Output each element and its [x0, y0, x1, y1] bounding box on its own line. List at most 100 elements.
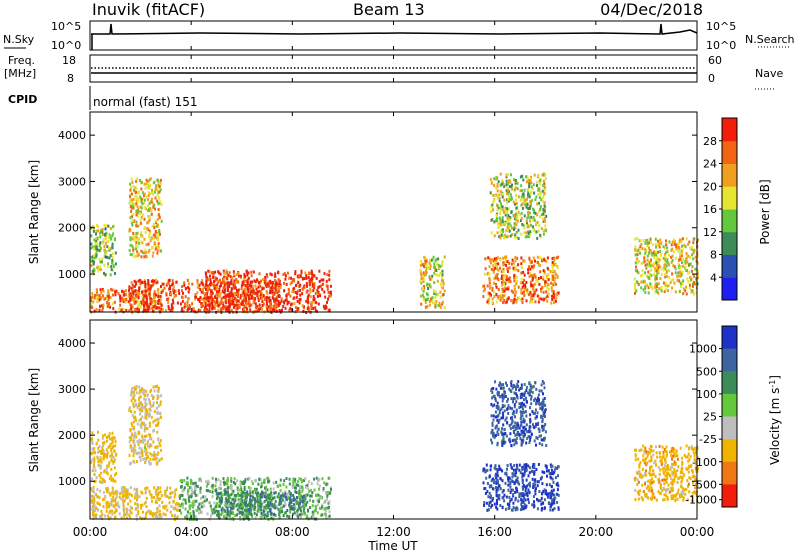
power-cell-7 [512, 200, 515, 204]
vel-cell-1 [294, 490, 297, 494]
power-cell-8 [681, 282, 684, 286]
power-cell-5 [433, 281, 436, 285]
power-cell-3 [104, 237, 107, 240]
power-cell-2 [232, 270, 235, 274]
power-cell-1 [191, 302, 194, 306]
vel-cell-1 [190, 481, 192, 485]
power-cell-0 [103, 297, 106, 301]
vel-cell-1 [286, 494, 289, 498]
power-cell-4 [140, 255, 143, 259]
power-cell-8 [692, 281, 695, 285]
power-cell-4 [131, 222, 134, 226]
vel-cell-1 [216, 513, 219, 517]
power-cell-4 [143, 237, 146, 241]
vel-cell-1 [223, 488, 226, 492]
vel-cell-2 [240, 511, 243, 514]
power-cell-1 [188, 287, 191, 291]
power-cell-2 [225, 307, 228, 311]
power-cell-8 [691, 246, 694, 249]
vel-cell-2 [278, 503, 281, 506]
power-cell-7 [539, 192, 542, 196]
vel-cell-1 [270, 516, 273, 520]
power-cell-5 [440, 282, 442, 286]
power-cell-8 [657, 266, 660, 270]
power-cell-8 [648, 273, 651, 277]
vel-cell-3 [92, 465, 95, 469]
vel-cell-3 [106, 455, 108, 459]
vel-cell-0 [118, 495, 121, 499]
power-cell-3 [96, 229, 99, 233]
power-cell-6 [537, 260, 539, 264]
power-cell-5 [428, 283, 431, 287]
power-cell-2 [275, 302, 278, 306]
power-cell-6 [512, 266, 515, 270]
vel-cell-0 [139, 516, 142, 520]
power-cell-2 [261, 297, 264, 301]
power-cell-4 [142, 251, 145, 255]
power-cell-1 [201, 279, 204, 282]
vel-cell-1 [213, 501, 216, 505]
vel-cell-2 [270, 495, 273, 499]
vel-cell-1 [277, 492, 280, 496]
power-cell-6 [484, 257, 487, 261]
power-cell-4 [136, 245, 139, 249]
power-cell-6 [513, 298, 516, 301]
power-cell-5 [435, 269, 438, 272]
power-cell-6 [539, 270, 542, 274]
vel-cell-5 [536, 497, 538, 501]
vel-cell-5 [552, 493, 555, 497]
power-cell-3 [103, 245, 106, 248]
power-cell-7 [499, 236, 502, 240]
power-cell-2 [269, 272, 272, 276]
power-cell-8 [646, 238, 649, 242]
vel-cell-1 [234, 514, 237, 517]
power-cell-6 [495, 292, 498, 296]
vel-cell-1 [187, 490, 189, 494]
power-cell-2 [222, 307, 225, 311]
power-cell-7 [501, 191, 504, 195]
power-cell-5 [439, 295, 442, 299]
power-cell-6 [502, 263, 505, 267]
power-cell-3 [103, 271, 105, 275]
power-cell-4 [135, 224, 138, 228]
power-cell-2 [257, 281, 260, 285]
vel-cell-2 [244, 502, 247, 506]
power-cell-2 [230, 287, 233, 291]
power-cell-8 [647, 275, 650, 279]
power-cell-4 [147, 228, 150, 232]
vel-cell-4 [144, 443, 147, 447]
power-cell-6 [483, 284, 486, 288]
power-cell-2 [274, 281, 277, 285]
vel-cell-2 [219, 513, 222, 516]
vel-cell-1 [248, 476, 251, 480]
vel-cell-1 [251, 482, 254, 486]
vel-cell-1 [298, 494, 301, 498]
power-cell-5 [424, 259, 427, 263]
power-cell-2 [226, 287, 229, 291]
vel-cell-0 [95, 515, 98, 519]
power-cell-1 [138, 292, 141, 296]
power-cell-7 [519, 213, 522, 217]
power-cell-8 [685, 237, 688, 241]
vel-cell-5 [556, 488, 559, 492]
power-cell-6 [510, 289, 513, 293]
power-cell-8 [644, 263, 647, 267]
power-cell-8 [643, 256, 646, 260]
power-cell-8 [673, 250, 676, 254]
power-cell-6 [491, 297, 494, 301]
power-cell-6 [517, 269, 520, 273]
vel-cell-0 [121, 490, 124, 494]
freq-unit: [MHz] [4, 67, 36, 80]
power-cell-2 [326, 300, 328, 304]
power-data [90, 172, 699, 314]
vel-cell-2 [253, 503, 256, 507]
power-cell-4 [132, 206, 135, 210]
vel-cell-4 [141, 434, 144, 438]
power-cell-4 [136, 214, 139, 218]
power-cell-6 [536, 280, 539, 283]
power-cell-1 [219, 307, 222, 311]
vel-cell-2 [230, 506, 232, 510]
vel-cell-1 [304, 493, 307, 497]
power-cell-7 [537, 187, 540, 191]
vel-cell-0 [120, 491, 123, 494]
